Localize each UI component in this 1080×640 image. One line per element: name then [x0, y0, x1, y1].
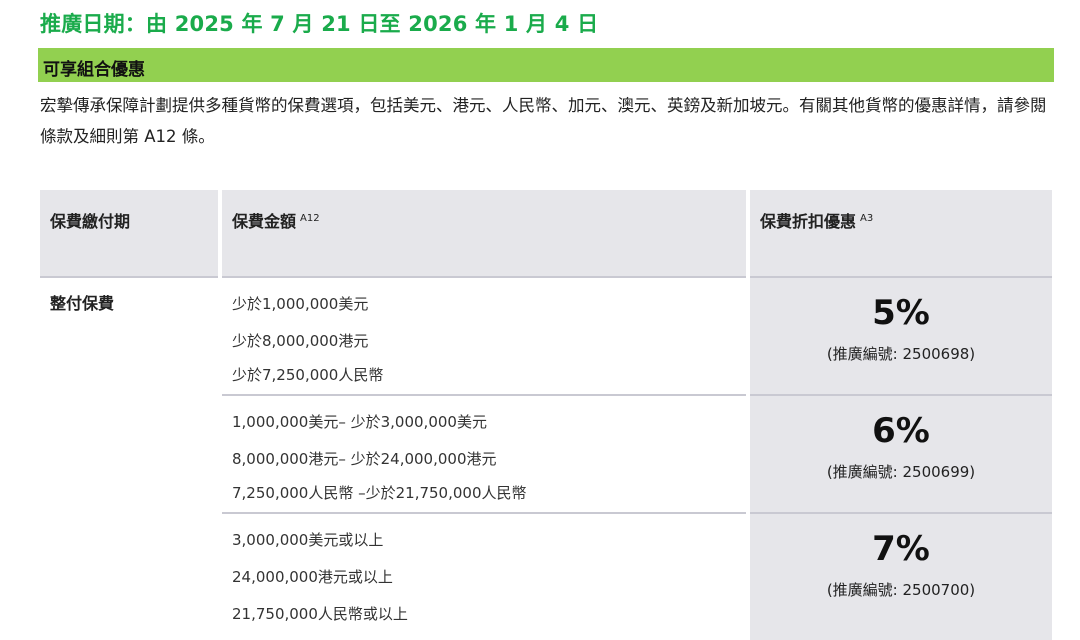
text: 少於7,250,000人民幣: [232, 366, 384, 384]
text: 少於8,000,000港元: [232, 332, 369, 350]
amount-cell: 3,000,000美元或以上 24,000,000港元或以上 21,750,000人…: [218, 513, 748, 640]
promo-code: (推廣編號: 2500698): [826, 345, 976, 363]
footnote-ref[interactable]: A3: [860, 213, 874, 224]
amount-cell: 少於1,000,000美元 少於8,000,000港元 少於7,250,000人民幣: [218, 277, 748, 396]
table-row: 3,000,000美元或以上 24,000,000港元或以上 21,750,000人…: [40, 513, 1052, 640]
text: 3,000,000美元或以上: [232, 531, 384, 549]
discount-percent: 7%: [872, 529, 930, 569]
discount-percent: 6%: [872, 411, 930, 451]
discount-table: 保費繳付期 保費金額 A12 保費折扣優惠 A3 整付保費 少於1,000,000美…: [40, 190, 1052, 640]
section-title: 可享組合優惠: [43, 60, 145, 80]
intro-paragraph: 宏摯傳承保障計劃提供多種貨幣的保費選項，包括美元、港元、人民幣、加元、澳元、英鎊…: [40, 96, 1047, 146]
promo-code: (推廣編號: 2500699): [826, 463, 976, 481]
header-period: 保費繳付期: [40, 190, 220, 278]
table-row: 整付保費 少於1,000,000美元 少於8,000,000港元 少於7,250,0…: [40, 277, 1052, 396]
discount-cell: 7% (推廣編號: 2500700): [746, 513, 1052, 640]
amount-cell: 1,000,000美元– 少於3,000,000美元 8,000,000港元– 少…: [218, 395, 748, 514]
discount-cell: 5% (推廣編號: 2500698): [746, 277, 1052, 396]
table-header-row: 保費繳付期 保費金額 A12 保費折扣優惠 A3: [40, 190, 1052, 278]
section-header-bar: 可享組合優惠: [38, 48, 1054, 82]
text: 7,250,000人民幣 –少於21,750,000人民幣: [232, 484, 527, 502]
header-discount: 保費折扣優惠 A3: [746, 190, 1052, 278]
text: 24,000,000港元或以上: [232, 568, 393, 586]
text: 保費折扣優惠: [760, 212, 857, 231]
text: 少於1,000,000美元: [232, 295, 369, 313]
period-cell: 整付保費: [50, 294, 115, 313]
table-row: 1,000,000美元– 少於3,000,000美元 8,000,000港元– 少…: [40, 395, 1052, 514]
promo-period: 推廣日期：由 2025 年 7 月 21 日至 2026 年 1 月 4 日: [40, 12, 599, 36]
text: 保費繳付期: [50, 212, 131, 231]
discount-cell: 6% (推廣編號: 2500699): [746, 395, 1052, 514]
discount-percent: 5%: [872, 293, 930, 333]
footnote-ref[interactable]: A12: [300, 213, 320, 224]
text: 保費金額: [232, 212, 297, 231]
text: 1,000,000美元– 少於3,000,000美元: [232, 413, 487, 431]
text: 8,000,000港元– 少於24,000,000港元: [232, 450, 497, 468]
text: 21,750,000人民幣或以上: [232, 605, 408, 623]
promo-code: (推廣編號: 2500700): [826, 581, 976, 599]
header-amount: 保費金額 A12: [218, 190, 748, 278]
